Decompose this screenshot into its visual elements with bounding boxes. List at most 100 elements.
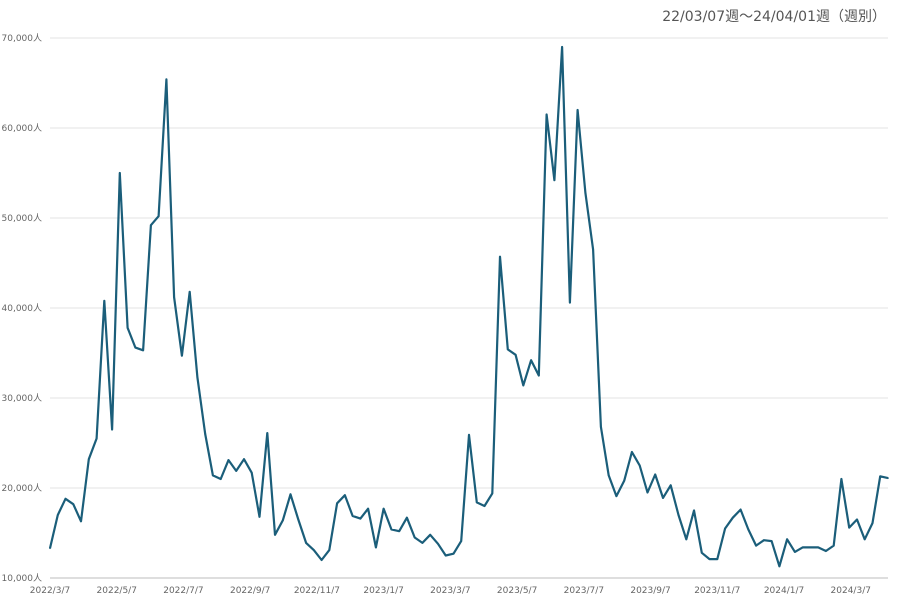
data-point (801, 546, 804, 549)
data-point (181, 354, 183, 357)
data-point (72, 503, 75, 506)
data-point (592, 248, 594, 251)
data-point (313, 549, 315, 551)
data-point (119, 172, 121, 174)
data-point (375, 546, 377, 549)
data-point (607, 474, 610, 477)
data-point (600, 426, 602, 428)
data-point (700, 552, 703, 554)
data-point (344, 494, 346, 497)
data-point (856, 518, 858, 521)
data-point (390, 528, 393, 531)
data-point (786, 538, 788, 541)
x-tick-label: 2022/3/7 (30, 586, 70, 596)
data-point (157, 215, 160, 217)
data-point (328, 549, 331, 551)
data-point (840, 478, 843, 480)
data-point (413, 536, 416, 539)
data-point (863, 538, 866, 541)
data-point (56, 514, 59, 516)
data-point (755, 544, 757, 547)
data-point (227, 459, 230, 461)
data-point (281, 519, 284, 522)
data-point (654, 473, 657, 476)
data-point (150, 224, 152, 226)
data-point (367, 507, 369, 510)
x-tick-label: 2023/7/7 (564, 586, 604, 596)
data-point (809, 546, 812, 549)
y-tick-label: 60,000人 (2, 123, 43, 134)
data-point (483, 505, 486, 507)
data-point (64, 498, 67, 500)
data-point (429, 534, 432, 536)
data-point (80, 520, 82, 523)
data-point (188, 291, 191, 293)
data-point (274, 534, 276, 536)
data-point (685, 538, 688, 541)
y-tick-label: 50,000人 (2, 213, 43, 224)
data-point (584, 192, 587, 194)
data-point (514, 354, 517, 356)
data-point (103, 300, 106, 302)
data-point (662, 497, 664, 499)
data-point (708, 558, 711, 560)
data-point (553, 179, 556, 181)
x-axis-ticks: 2022/3/7 2022/5/7 2022/7/7 2022/9/7 2022/11/… (30, 586, 871, 596)
data-point (879, 475, 882, 478)
data-point (142, 349, 144, 352)
x-tick-label: 2023/11/7 (694, 586, 740, 596)
data-point (693, 509, 695, 512)
data-point (739, 508, 742, 511)
gridlines (50, 37, 888, 579)
y-tick-label: 10,000人 (2, 573, 43, 584)
data-point (212, 474, 214, 477)
series-layer (48, 45, 889, 568)
data-point (832, 544, 835, 547)
y-tick-label: 20,000人 (2, 483, 43, 494)
chart-title: 22/03/07週〜24/04/01週（週別） (662, 9, 886, 25)
data-point (444, 554, 447, 557)
data-point (871, 522, 874, 524)
data-point (204, 433, 206, 435)
data-point (499, 255, 501, 258)
data-point (398, 530, 400, 532)
data-point (460, 540, 463, 542)
data-point (638, 464, 641, 467)
data-point (196, 376, 199, 379)
data-point (243, 458, 245, 461)
data-point (615, 495, 618, 497)
data-point (475, 501, 478, 504)
data-point (491, 492, 494, 495)
data-point (266, 432, 269, 434)
data-point (669, 484, 672, 487)
data-point (421, 542, 424, 544)
data-point (538, 374, 540, 377)
data-point (677, 514, 680, 516)
data-point (825, 550, 827, 552)
data-point (778, 565, 781, 568)
data-point (452, 552, 455, 555)
x-tick-label: 2023/5/7 (497, 586, 537, 596)
data-point (95, 437, 98, 440)
data-point (646, 491, 649, 494)
data-point (437, 543, 439, 545)
data-point (716, 558, 719, 560)
y-tick-label: 30,000人 (2, 393, 43, 404)
data-point (561, 46, 563, 48)
data-point (724, 527, 726, 530)
data-point (623, 480, 625, 482)
x-tick-label: 2022/9/7 (230, 586, 270, 596)
x-tick-label: 2022/5/7 (97, 586, 137, 596)
y-axis-ticks: 10,000人 20,000人 30,000人 40,000人 50,000人 60,00… (2, 33, 43, 584)
data-point (770, 540, 773, 542)
data-point (165, 78, 168, 81)
data-point (522, 384, 525, 387)
data-point (235, 470, 238, 472)
data-point (530, 359, 532, 362)
data-point (406, 516, 408, 519)
x-tick-label: 2023/3/7 (430, 586, 470, 596)
data-point (297, 518, 300, 521)
x-tick-label: 2023/9/7 (630, 586, 670, 596)
data-point (382, 507, 385, 510)
